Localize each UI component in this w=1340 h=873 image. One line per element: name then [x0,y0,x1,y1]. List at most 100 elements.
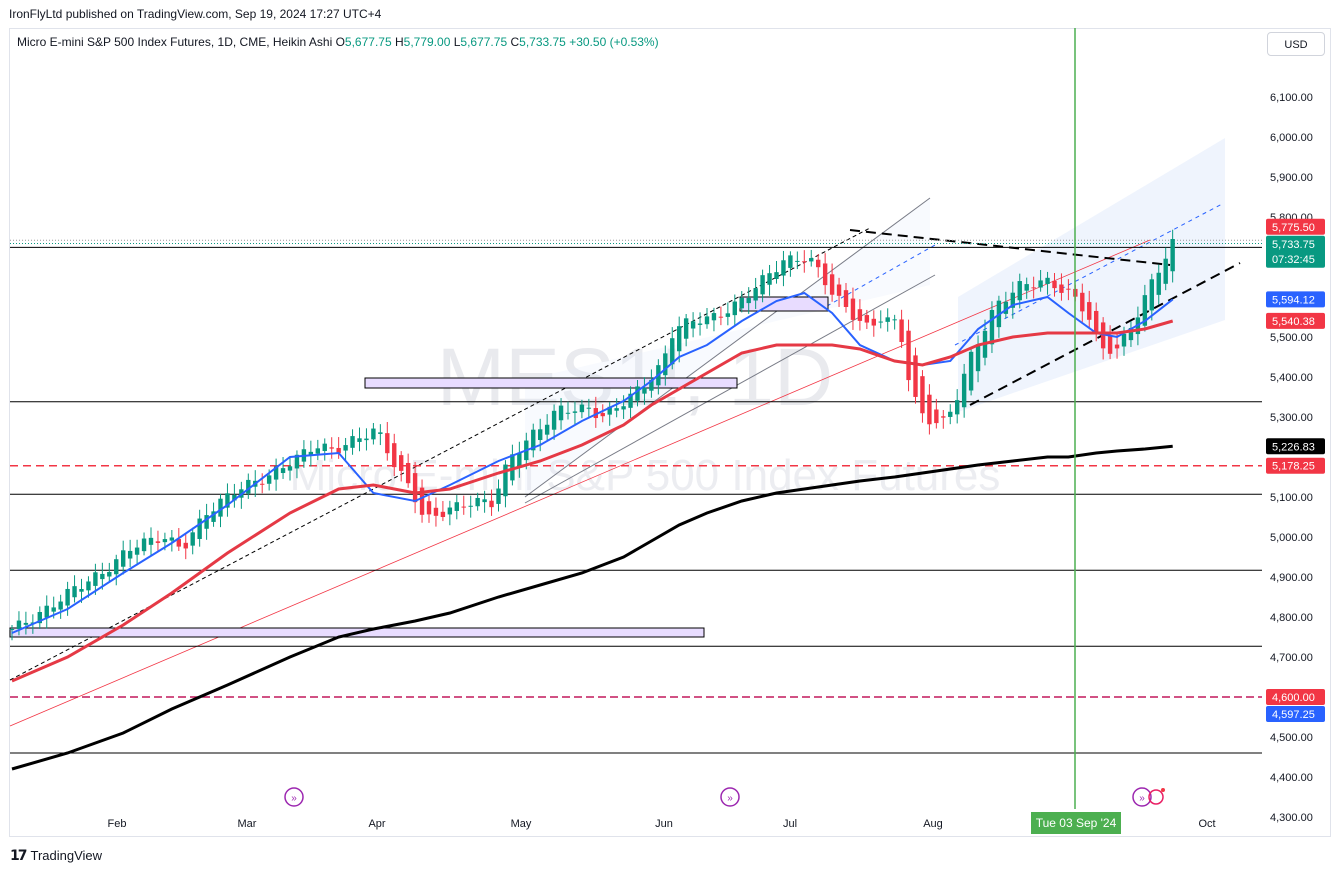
candle [843,282,849,313]
candle [920,370,925,423]
candle [100,562,105,590]
candle [343,437,348,462]
time-tick: Mar [238,818,257,830]
price-tag: 4,597.25 [1266,706,1325,722]
candle [948,404,953,425]
legend-low-label: L [453,35,461,49]
chart-frame[interactable] [9,28,1331,837]
candle [37,606,42,629]
candle [683,313,689,347]
price-tick: 4,900.00 [1270,572,1313,584]
candle [1080,283,1085,322]
candle [183,532,188,560]
candle [725,302,731,326]
legend-high: 5,779.00 [403,35,451,49]
candle [760,269,765,303]
candle [294,450,300,479]
candle [628,386,633,418]
candle [767,264,772,296]
candle [579,399,585,419]
event-icon-2[interactable]: » [720,787,740,807]
svg-text:»: » [291,793,297,804]
candle [649,369,654,398]
candle [1107,325,1113,360]
candle [704,307,710,329]
time-tick: Oct [1198,818,1215,830]
candle [635,380,640,407]
price-tick: 4,300.00 [1270,812,1313,824]
time-tick: Apr [368,818,385,830]
candle [1031,276,1036,299]
candle [1087,290,1092,329]
candle [121,540,126,575]
candle [809,249,814,267]
candle [517,441,522,478]
candle [1142,284,1148,332]
candle [753,277,758,309]
candle [642,377,647,405]
price-tick: 4,400.00 [1270,772,1313,784]
candle [405,453,411,488]
drawing-layer [9,138,1241,727]
mid-line-2 [819,244,936,311]
event-icon-3[interactable]: » [1132,787,1165,807]
candle [44,595,49,629]
candle [93,563,98,595]
candle [1045,271,1050,295]
candle [232,483,237,508]
candle [475,492,480,511]
svg-text:5,226.83: 5,226.83 [1272,441,1315,453]
candle [447,500,453,526]
candle [392,433,397,476]
candle [169,529,175,552]
footer-brand-label: TradingView [30,848,103,863]
legend-open-label: O [335,35,345,49]
svg-text:5,775.50: 5,775.50 [1272,222,1315,234]
candle [1010,281,1015,319]
event-icon-1[interactable]: » [284,787,304,807]
candle [955,389,960,424]
publisher-caption: IronFlyLtd published on TradingView.com,… [9,7,382,21]
candle [412,461,418,514]
candle [176,528,181,551]
candle [774,260,779,284]
price-tick: 4,800.00 [1270,612,1313,624]
candle [364,428,369,451]
candle [155,530,161,552]
regression-channel [958,138,1225,412]
ma-line-ema-50 [11,319,1174,683]
price-tag: 5,594.12 [1266,291,1325,308]
ma-line-ema-20 [11,291,1174,634]
moving-averages [11,291,1174,771]
candle [197,509,202,547]
footer-brand[interactable]: 𝟭𝟳 TradingView [10,847,102,864]
candle [225,483,230,517]
candle [287,456,293,481]
candle [558,398,564,430]
price-tick: 6,100.00 [1270,92,1313,104]
candle [58,594,63,619]
candle [378,424,383,446]
candle [357,427,362,452]
candle [836,277,842,307]
currency-button[interactable]: USD [1267,32,1325,56]
price-tick: 4,700.00 [1270,652,1313,664]
candle [614,398,619,418]
horizontal-levels [10,239,1262,754]
price-tick: 5,400.00 [1270,372,1313,384]
candle [621,395,626,419]
candle [1094,302,1099,342]
candle [510,444,515,486]
candle [322,438,327,461]
candle [399,451,404,482]
candle [1128,321,1134,347]
time-axis[interactable]: Feb Mar Apr May Jun Jul Aug Oct [108,818,1216,830]
price-tag: 5,178.25 [1266,457,1325,474]
price-tick: 5,100.00 [1270,492,1313,504]
candle [663,345,668,386]
crosshair-date-label: Tue 03 Sep '24 [1031,812,1121,834]
candle [544,414,550,441]
candle [677,316,682,363]
candle [1024,277,1029,299]
